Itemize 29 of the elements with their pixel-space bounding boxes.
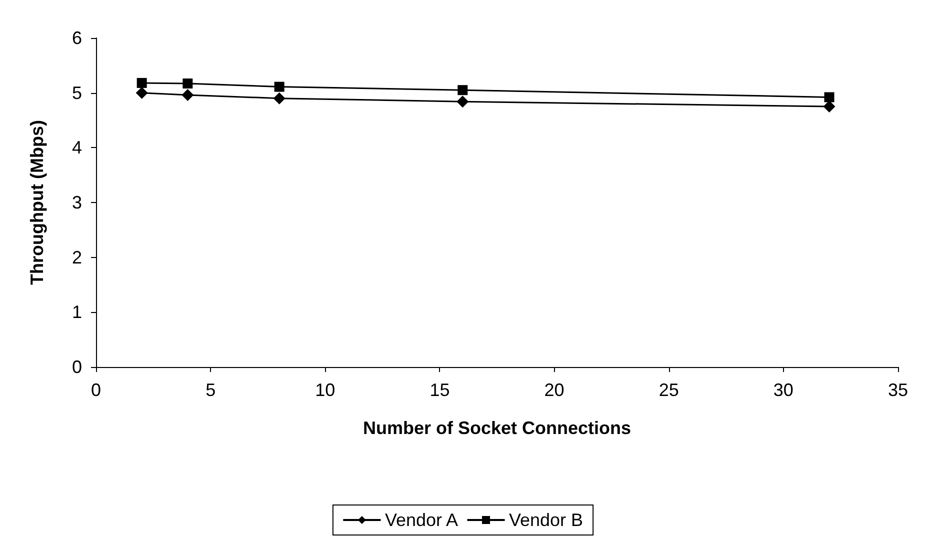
legend-label: Vendor A — [384, 510, 458, 530]
point — [456, 96, 469, 108]
x-tick-label: 25 — [658, 380, 679, 400]
point — [824, 92, 834, 102]
x-axis-title: Number of Socket Connections — [362, 418, 632, 438]
y-axis-title: Throughput (Mbps) — [27, 120, 47, 285]
x-tick-label: 0 — [90, 380, 102, 400]
point — [182, 89, 194, 102]
y-tick-label: 3 — [72, 192, 82, 212]
x-tick-label: 35 — [888, 380, 908, 400]
y-tick-label: 5 — [72, 82, 82, 103]
y-tick-label: 1 — [72, 302, 82, 322]
y-tick-label: 0 — [72, 357, 82, 377]
legend-label: Vendor B — [509, 510, 584, 530]
point — [274, 82, 284, 92]
point — [182, 78, 193, 89]
x-tick-label: 5 — [206, 380, 216, 400]
point — [136, 78, 147, 88]
point — [273, 92, 286, 104]
x-tick-label: 30 — [773, 380, 794, 400]
point — [823, 100, 836, 113]
x-tick-label: 20 — [544, 380, 564, 400]
point — [458, 85, 468, 96]
y-tick-label: 2 — [72, 247, 82, 268]
y-tick-label: 6 — [72, 28, 82, 48]
point — [136, 86, 148, 99]
y-tick-label: 4 — [72, 138, 82, 158]
x-tick-label: 10 — [315, 380, 336, 400]
x-tick-label: 15 — [430, 380, 450, 400]
